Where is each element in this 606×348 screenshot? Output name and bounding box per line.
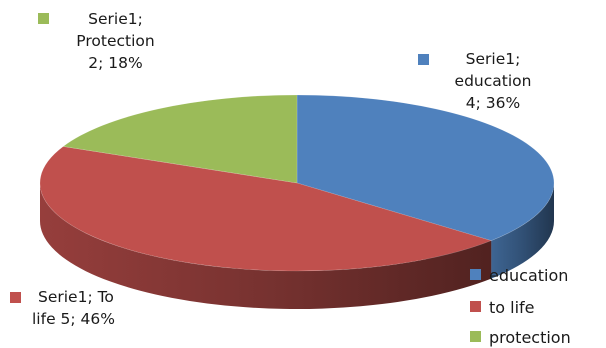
- label-key-protection: [38, 13, 49, 24]
- data-label-education-line2: education: [454, 72, 532, 90]
- pie-slice-education: [296, 94, 555, 241]
- data-label-education-line3: 4; 36%: [465, 94, 521, 112]
- pie-slice-to-life: [39, 146, 493, 272]
- label-key-education: [418, 54, 429, 65]
- legend-item-education: education: [470, 266, 568, 286]
- legend-key-protection: [470, 331, 481, 342]
- data-label-protection-line1: Serie1;: [88, 10, 143, 28]
- data-label-protection: Serie1; Protection 2; 18%: [38, 8, 193, 74]
- legend-text-to-life: to life: [489, 298, 535, 317]
- data-label-protection-line2: Protection: [76, 32, 155, 50]
- legend-key-education: [470, 269, 481, 280]
- data-label-education-line1: Serie1;: [465, 50, 521, 68]
- legend-key-to-life: [470, 301, 481, 312]
- legend-item-protection: protection: [470, 328, 571, 348]
- data-label-education: Serie1; education 4; 36%: [418, 48, 568, 114]
- legend-text-education: education: [489, 266, 569, 285]
- pie-slice-protection: [62, 94, 298, 184]
- data-label-to-life-line2: life 5; 46%: [32, 310, 115, 328]
- data-label-to-life-line1: Serie1; To: [38, 288, 114, 306]
- label-key-to-life: [10, 292, 21, 303]
- data-label-protection-line3: 2; 18%: [88, 54, 143, 72]
- pie-side-education: [491, 183, 554, 279]
- data-label-to-life: Serie1; To life 5; 46%: [10, 286, 165, 330]
- legend-item-to-life: to life: [470, 298, 535, 318]
- legend-text-protection: protection: [489, 328, 571, 347]
- pie-side-to-life: [40, 183, 492, 310]
